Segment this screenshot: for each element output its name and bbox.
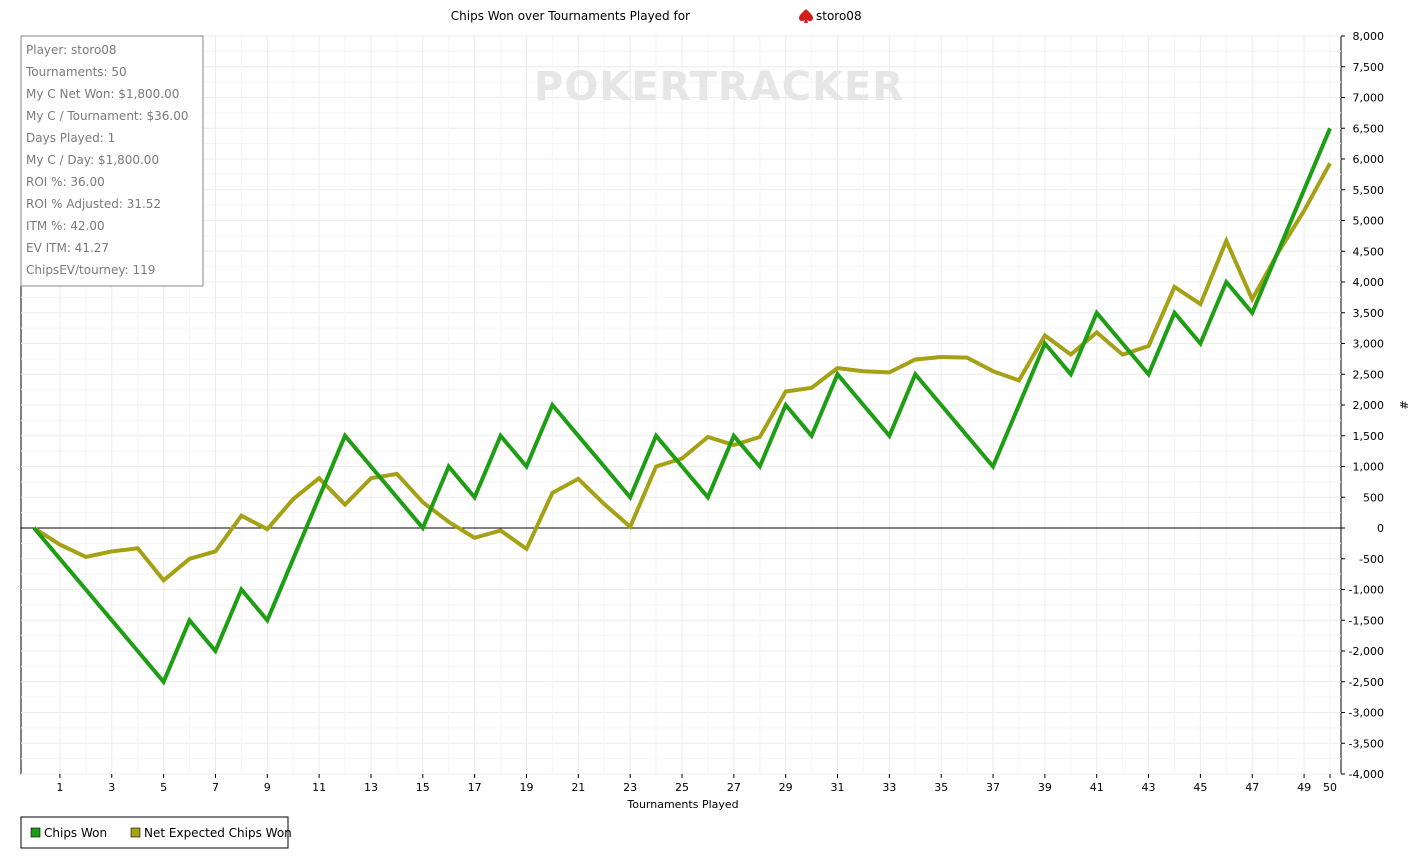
series-line-net-expected-chips-won [32, 162, 1332, 584]
x-tick-label: 23 [623, 781, 637, 794]
x-tick-label: 33 [882, 781, 896, 794]
x-tick-label: 29 [779, 781, 793, 794]
y-tick-label: 7,500 [1353, 61, 1385, 74]
y-tick-label: 500 [1363, 491, 1384, 504]
x-tick-label: 25 [675, 781, 689, 794]
grid [21, 35, 1341, 775]
x-tick-label: 1 [56, 781, 63, 794]
x-tick-label: 19 [519, 781, 533, 794]
y-tick-label: 1,500 [1353, 430, 1385, 443]
stats-panel-box [20, 35, 204, 287]
y-tick-label: -4,000 [1349, 768, 1384, 781]
stats-line: EV ITM: 41.27 [26, 241, 109, 255]
spade-icon [799, 9, 813, 23]
x-tick-label: 27 [727, 781, 741, 794]
stats-line: Days Played: 1 [26, 131, 115, 145]
stats-line: ROI %: 36.00 [26, 175, 105, 189]
y-tick-label: 4,500 [1353, 245, 1385, 258]
y-tick-label: -500 [1359, 553, 1384, 566]
x-tick-label: 5 [160, 781, 167, 794]
y-tick-label: 5,500 [1353, 184, 1385, 197]
legend-swatch-chips-won [30, 827, 41, 838]
x-tick-label: 35 [934, 781, 948, 794]
legend-swatch-net-expected-chips-won [130, 827, 141, 838]
stats-line: My C Net Won: $1,800.00 [26, 87, 179, 101]
y-tick-label: 1,000 [1353, 461, 1385, 474]
stats-panel: Player: storo08 Tournaments: 50 My C Net W… [20, 35, 204, 287]
y-tick-label: -3,000 [1349, 707, 1384, 720]
chart-title-player: storo08 [816, 9, 862, 23]
x-tick-label: 9 [264, 781, 271, 794]
x-tick-label: 39 [1038, 781, 1052, 794]
x-tick-label: 41 [1090, 781, 1104, 794]
x-tick-label: 11 [312, 781, 326, 794]
legend-label-net-expected-chips-won: Net Expected Chips Won [144, 826, 292, 840]
watermark-logo: POKERTRACKER [534, 64, 904, 110]
x-tick-label: 7 [212, 781, 219, 794]
stats-line: ChipsEV/tourney: 119 [26, 263, 155, 277]
x-tick-label: 31 [831, 781, 845, 794]
y-tick-label: -1,500 [1349, 614, 1384, 627]
y-tick-label: 4,000 [1353, 276, 1385, 289]
stats-line: My C / Tournament: $36.00 [26, 109, 188, 123]
legend-box [20, 816, 289, 849]
stats-line: My C / Day: $1,800.00 [26, 153, 159, 167]
y-tick-label: 3,000 [1353, 338, 1385, 351]
x-tick-label: 15 [416, 781, 430, 794]
y-tick-label: 7,000 [1353, 92, 1385, 105]
y-tick-label: 5,000 [1353, 215, 1385, 228]
y-tick-label: 0 [1377, 522, 1384, 535]
y-tick-label: -2,000 [1349, 645, 1384, 658]
series-line-chips-won [32, 127, 1332, 686]
legend-label-chips-won: Chips Won [44, 826, 107, 840]
x-tick-label: 47 [1245, 781, 1259, 794]
x-axis-label: Tournaments Played [626, 798, 738, 811]
stats-line: Player: storo08 [26, 43, 117, 57]
x-tick-label: 45 [1193, 781, 1207, 794]
legend: Chips Won Net Expected Chips Won [20, 816, 292, 849]
series-layer [32, 127, 1332, 686]
chart-title-text: Chips Won over Tournaments Played for [451, 9, 690, 23]
stats-line: Tournaments: 50 [25, 65, 127, 79]
y-tick-label: 2,000 [1353, 399, 1385, 412]
y-tick-label: 3,500 [1353, 307, 1385, 320]
y-tick-label: 2,500 [1353, 368, 1385, 381]
y-tick-label: -1,000 [1349, 584, 1384, 597]
stats-lines: Player: storo08 Tournaments: 50 My C Net W… [25, 43, 188, 277]
y-tick-label: 6,000 [1353, 153, 1385, 166]
x-tick-label: 3 [108, 781, 115, 794]
y-axis: -4,000 -3,500 -3,000 -2,500 -2,000 -1,500 -1,0… [1341, 30, 1384, 781]
stats-line: ROI % Adjusted: 31.52 [26, 197, 161, 211]
x-tick-label: 43 [1142, 781, 1156, 794]
y-axis-label: # [1397, 400, 1410, 409]
y-tick-label: -2,500 [1349, 676, 1384, 689]
x-tick-label: 37 [986, 781, 1000, 794]
y-tick-label: 6,500 [1353, 122, 1385, 135]
x-axis: 1 3 5 7 9 11 13 15 17 19 21 23 25 27 29 31 33 35 37 39 41 43 4… [56, 774, 1337, 794]
chart-title: Chips Won over Tournaments Played for st… [451, 9, 862, 23]
x-tick-label: 17 [468, 781, 482, 794]
stats-line: ITM %: 42.00 [26, 219, 105, 233]
y-tick-label: 8,000 [1353, 30, 1385, 43]
x-tick-label: 13 [364, 781, 378, 794]
x-tick-label: 50 [1323, 781, 1337, 794]
x-tick-label: 49 [1297, 781, 1311, 794]
y-tick-label: -3,500 [1349, 737, 1384, 750]
x-tick-label: 21 [571, 781, 585, 794]
